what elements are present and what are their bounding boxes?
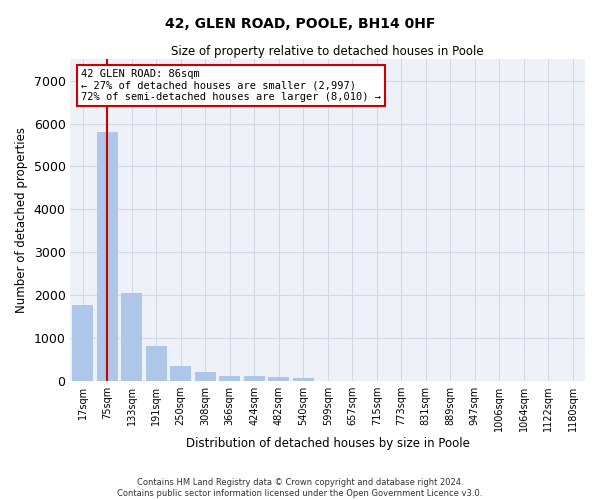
Bar	[121, 292, 142, 381]
Bar	[72, 304, 93, 381]
Bar	[244, 376, 265, 381]
Title: Size of property relative to detached houses in Poole: Size of property relative to detached ho…	[172, 45, 484, 58]
Text: Contains HM Land Registry data © Crown copyright and database right 2024.
Contai: Contains HM Land Registry data © Crown c…	[118, 478, 482, 498]
Bar	[268, 377, 289, 381]
Text: 42 GLEN ROAD: 86sqm
← 27% of detached houses are smaller (2,997)
72% of semi-det: 42 GLEN ROAD: 86sqm ← 27% of detached ho…	[81, 69, 381, 102]
Bar	[146, 346, 167, 381]
X-axis label: Distribution of detached houses by size in Poole: Distribution of detached houses by size …	[186, 437, 470, 450]
Text: 42, GLEN ROAD, POOLE, BH14 0HF: 42, GLEN ROAD, POOLE, BH14 0HF	[165, 18, 435, 32]
Bar	[293, 378, 314, 381]
Y-axis label: Number of detached properties: Number of detached properties	[15, 127, 28, 313]
Bar	[219, 376, 240, 381]
Bar	[195, 372, 215, 381]
Bar	[170, 366, 191, 381]
Bar	[97, 132, 118, 381]
